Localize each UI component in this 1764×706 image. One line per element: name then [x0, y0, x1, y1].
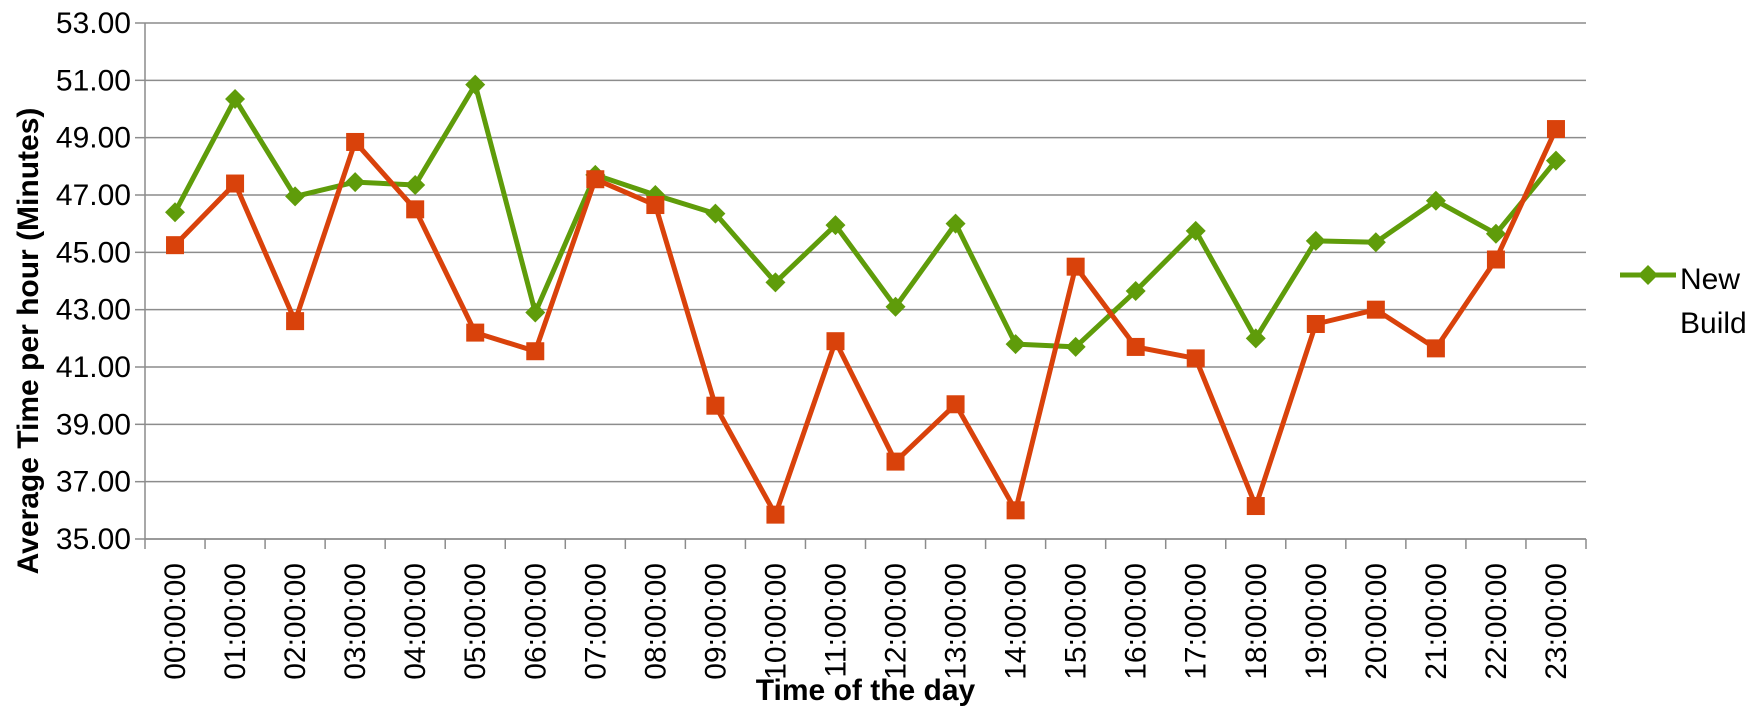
- marker: [1185, 220, 1206, 241]
- y-tick-label: 37.00: [56, 466, 131, 499]
- marker: [766, 505, 785, 524]
- x-tick-label: 14:00:00: [1000, 563, 1033, 680]
- legend-label: New Build: [1680, 263, 1747, 340]
- y-tick-label: 41.00: [56, 351, 131, 384]
- marker: [346, 132, 365, 151]
- y-tick-label: 49.00: [56, 122, 131, 155]
- x-tick-label: 09:00:00: [699, 563, 732, 680]
- marker: [1545, 150, 1566, 171]
- marker: [945, 213, 966, 234]
- x-tick-label: 03:00:00: [339, 563, 372, 680]
- marker: [946, 395, 965, 414]
- marker: [1126, 337, 1145, 356]
- marker: [226, 174, 245, 193]
- marker: [1546, 120, 1565, 139]
- marker: [885, 296, 906, 317]
- y-tick-label: 35.00: [56, 523, 131, 556]
- marker: [1125, 281, 1146, 302]
- marker: [1486, 250, 1505, 269]
- marker: [586, 170, 605, 189]
- x-tick-label: 17:00:00: [1180, 563, 1213, 680]
- marker: [285, 186, 306, 207]
- marker: [705, 203, 726, 224]
- x-tick-label: 23:00:00: [1540, 563, 1573, 680]
- x-axis-title: Time of the day: [756, 674, 976, 706]
- marker: [826, 332, 845, 351]
- y-tick-label: 47.00: [56, 179, 131, 212]
- y-tick-label: 45.00: [56, 236, 131, 269]
- marker: [286, 312, 305, 331]
- legend-marker: [1638, 265, 1658, 285]
- marker: [1006, 501, 1025, 520]
- marker: [1425, 190, 1446, 211]
- marker: [706, 396, 725, 415]
- x-tick-label: 08:00:00: [639, 563, 672, 680]
- marker: [1485, 223, 1506, 244]
- marker: [1306, 315, 1325, 333]
- x-tick-label: 16:00:00: [1120, 563, 1153, 680]
- marker: [1245, 328, 1266, 349]
- x-tick-label: 06:00:00: [519, 563, 552, 680]
- y-tick-label: 39.00: [56, 408, 131, 441]
- marker: [406, 200, 425, 219]
- marker: [765, 272, 786, 293]
- marker: [465, 74, 486, 95]
- x-tick-label: 01:00:00: [219, 563, 252, 680]
- x-tick-label: 18:00:00: [1240, 563, 1273, 680]
- x-tick-label: 12:00:00: [880, 563, 913, 680]
- marker: [526, 342, 545, 361]
- marker: [646, 196, 665, 215]
- marker: [1065, 336, 1086, 357]
- y-tick-label: 43.00: [56, 294, 131, 327]
- marker: [1186, 349, 1205, 368]
- x-tick-label: 00:00:00: [159, 563, 192, 680]
- y-tick-label: 51.00: [56, 64, 131, 97]
- x-tick-label: 19:00:00: [1300, 563, 1333, 680]
- marker: [1246, 497, 1265, 516]
- marker: [165, 202, 186, 223]
- marker: [1365, 232, 1386, 253]
- x-tick-label: 02:00:00: [279, 563, 312, 680]
- x-tick-label: 05:00:00: [459, 563, 492, 680]
- x-tick-label: 13:00:00: [940, 563, 973, 680]
- marker: [1366, 300, 1385, 319]
- x-tick-label: 15:00:00: [1060, 563, 1093, 680]
- marker: [466, 323, 485, 342]
- series-line: [173, 128, 1559, 518]
- marker: [345, 172, 366, 193]
- series-line: [172, 82, 1558, 350]
- y-tick-label: 53.00: [56, 7, 131, 40]
- marker: [1005, 334, 1026, 355]
- x-tick-label: 20:00:00: [1360, 563, 1393, 680]
- y-axis-title: Average Time per hour (Minutes): [12, 108, 45, 575]
- marker: [405, 174, 426, 195]
- x-tick-label: 22:00:00: [1480, 563, 1513, 680]
- marker: [525, 302, 546, 323]
- marker: [1066, 257, 1085, 276]
- marker: [225, 88, 246, 109]
- marker: [825, 215, 846, 236]
- x-tick-label: 11:00:00: [819, 563, 852, 678]
- x-tick-label: 07:00:00: [579, 563, 612, 680]
- x-tick-label: 04:00:00: [399, 563, 432, 680]
- marker: [166, 236, 185, 255]
- marker: [1305, 230, 1326, 251]
- marker: [886, 452, 905, 471]
- x-tick-label: 10:00:00: [759, 563, 792, 680]
- x-tick-label: 21:00:00: [1420, 563, 1453, 680]
- marker: [1426, 339, 1445, 358]
